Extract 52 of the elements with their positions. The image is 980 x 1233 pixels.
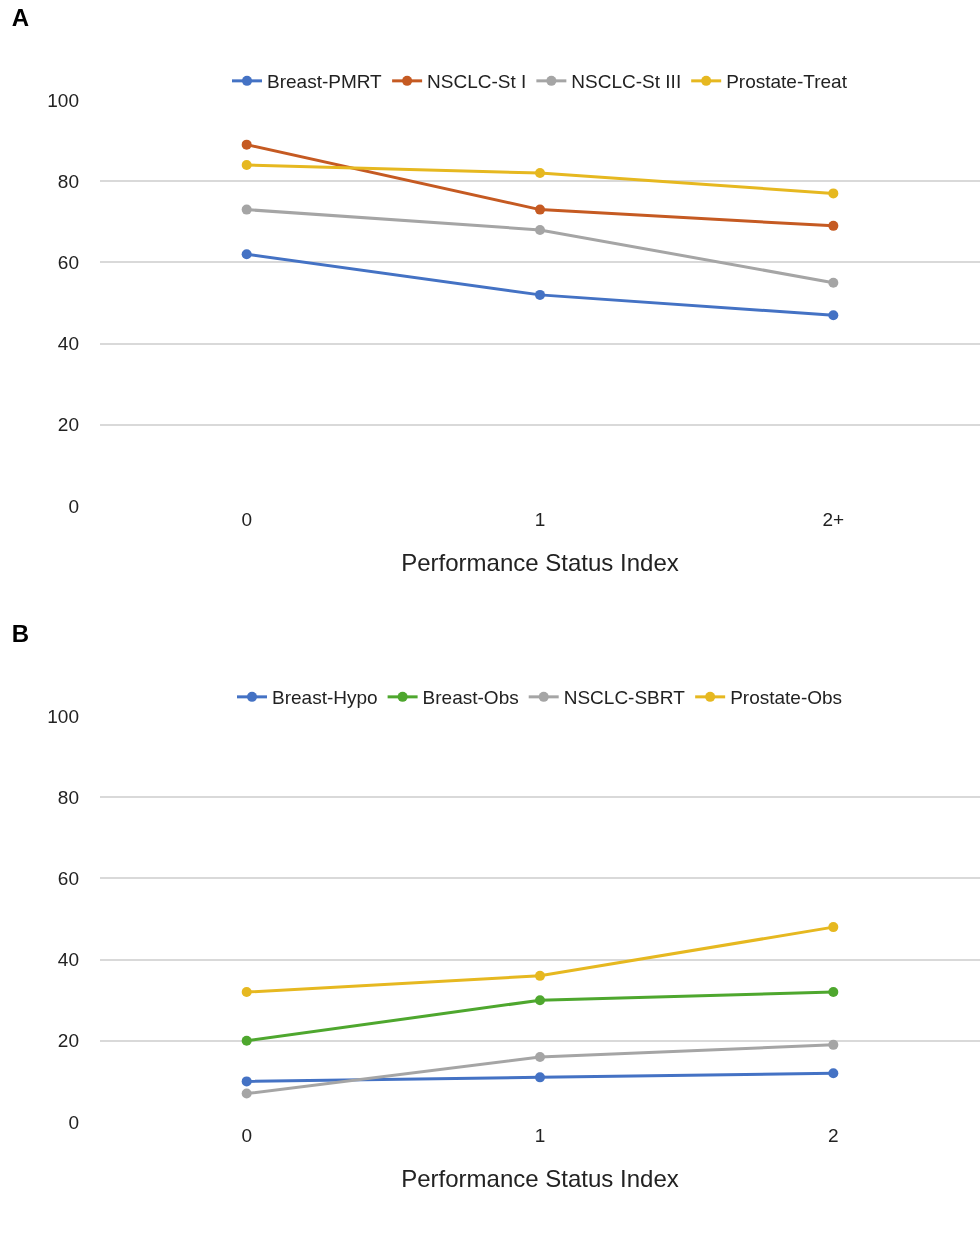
point [535,204,545,215]
point [828,987,839,998]
y-tick-label: 100 [47,89,79,111]
x-tick-label: 2+ [822,509,845,530]
point [241,139,252,150]
x-tick-label: 0 [241,509,252,530]
y-tick-label: 80 [57,786,79,808]
point [241,987,252,998]
point [828,188,839,199]
x-axis-title: Performance Status Index [401,1165,679,1193]
legend-label: Breast-Hypo [272,687,378,709]
x-tick-label: 0 [241,1125,252,1146]
y-tick-label: 100 [47,705,79,727]
legend-label: NSCLC-St I [427,71,527,93]
point [828,220,839,231]
point [241,159,252,170]
point [535,995,545,1006]
point [241,249,252,260]
x-tick-label: 1 [534,1125,546,1146]
legend-label: NSCLC-SBRT [563,687,686,709]
legend-label: NSCLC-St III [571,71,682,93]
point [828,1039,839,1050]
chart-title: A [11,4,30,32]
y-tick-label: 60 [57,252,79,274]
point [828,1068,839,1079]
legend-label: Prostate-Obs [730,687,843,709]
point [828,310,839,321]
point [241,1088,252,1099]
x-axis-title: Performance Status Index [401,549,679,577]
y-tick-label: 40 [57,333,79,355]
point [535,224,545,235]
point [535,289,545,300]
point [241,1076,252,1087]
point [241,1035,252,1046]
point [535,970,545,981]
y-tick-label: 40 [57,949,79,971]
point [828,277,839,288]
point [535,1072,545,1083]
point [241,204,252,215]
legend-label: Prostate-Treat [726,71,848,93]
y-tick-label: 80 [57,170,79,192]
y-tick-label: 60 [57,868,79,890]
y-tick-label: 20 [57,414,79,436]
point [535,1052,545,1063]
legend-label: Breast-PMRT [267,71,383,93]
chart-title: B [11,620,30,648]
x-tick-label: 2 [828,1125,839,1146]
legend-label: Breast-Obs [422,687,519,709]
x-tick-label: 1 [534,509,546,530]
y-tick-label: 20 [57,1030,79,1052]
point [828,922,839,933]
point [535,168,545,179]
